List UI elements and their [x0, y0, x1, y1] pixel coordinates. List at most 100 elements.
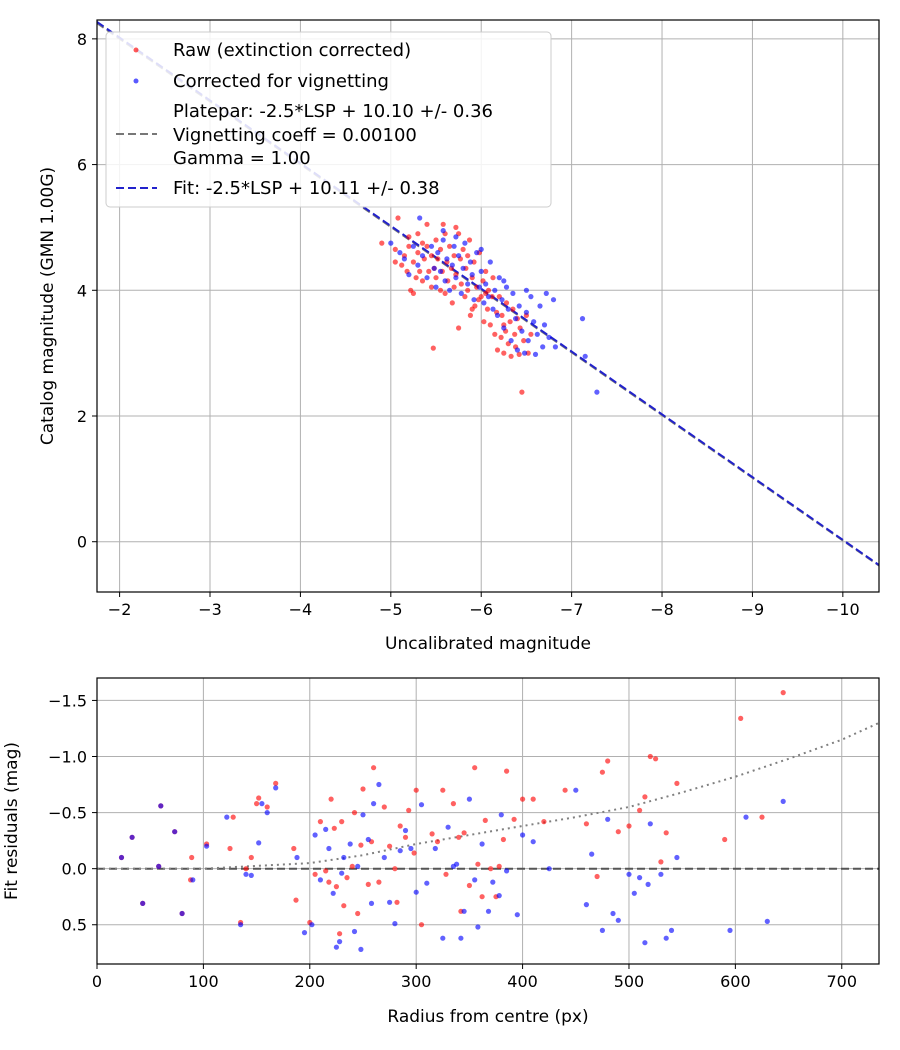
residuals-point [432, 845, 438, 852]
photometry-point [440, 228, 446, 234]
residuals-point [479, 841, 485, 847]
residuals-xtick-label: 300 [401, 972, 432, 991]
residuals-point [337, 931, 343, 937]
photometry-point [433, 284, 439, 290]
residuals-point [347, 841, 353, 847]
residuals-grid [96, 678, 879, 964]
photometry-point [458, 281, 464, 287]
residuals-point [344, 875, 350, 881]
photometry-xtick-label: −3 [198, 600, 222, 619]
residuals-point [397, 848, 403, 854]
residuals-point [488, 866, 494, 872]
residuals-point [381, 804, 387, 810]
photometry-point [424, 243, 430, 249]
residuals-point [450, 801, 456, 807]
residuals-point [371, 765, 377, 771]
photometry-point [410, 290, 416, 296]
photometry-point [494, 347, 501, 353]
residuals-point [631, 890, 637, 896]
residuals-point [454, 861, 460, 867]
residuals-point [365, 836, 371, 843]
residuals-point [339, 819, 345, 825]
residuals-point [301, 930, 308, 936]
photometry-point [471, 297, 477, 303]
residuals-point [392, 921, 398, 927]
residuals-point [424, 880, 430, 886]
residuals-point [764, 918, 770, 925]
residuals-point [376, 879, 382, 885]
photometry-point [430, 345, 436, 351]
photometry-point [523, 287, 530, 293]
residuals-point [156, 863, 162, 870]
residuals-point [273, 780, 279, 787]
residuals-point [668, 927, 675, 934]
residuals-point [259, 801, 265, 807]
photometry-point [474, 250, 480, 256]
residuals-point [317, 819, 323, 825]
residuals-point [337, 939, 343, 945]
residuals-point [429, 831, 435, 837]
photometry-point [424, 275, 430, 281]
photometry-ytick-label: 2 [77, 407, 87, 426]
photometry-point [449, 300, 455, 306]
residuals-point [408, 845, 414, 852]
photometry-xtick-label: −5 [379, 600, 403, 619]
photometry-point [471, 259, 477, 265]
residuals-point [583, 902, 590, 908]
residuals-point [323, 868, 329, 874]
photometry-point [431, 265, 437, 271]
residuals-xtick-label: 600 [720, 972, 751, 991]
photometry-point [433, 275, 439, 281]
residuals-point [328, 796, 334, 802]
photometry-point [419, 278, 426, 284]
residuals-point [413, 889, 419, 895]
photometry-point [496, 275, 502, 281]
photometry-point [453, 224, 459, 230]
photometry-point [534, 331, 540, 337]
residuals-xtick-label: 100 [188, 972, 219, 991]
photometry-point [399, 262, 405, 268]
photometry-point [444, 256, 450, 262]
photometry-point [392, 246, 398, 252]
residuals-point [230, 814, 236, 820]
photometry-point [532, 351, 539, 357]
photometry-ytick-label: 8 [77, 30, 87, 49]
photometry-point [410, 243, 416, 249]
photometry-point [537, 303, 543, 309]
residuals-point [490, 879, 496, 885]
photometry-point [415, 262, 421, 268]
residuals-series-corrected [118, 781, 786, 953]
residuals-point [238, 922, 244, 928]
residuals-point [530, 796, 536, 802]
legend-corrected-label: Corrected for vignetting [173, 71, 389, 92]
photometry-point [579, 316, 586, 322]
photometry-point [388, 240, 394, 246]
residuals-point [562, 787, 568, 793]
photometry-point [442, 278, 448, 284]
residuals-point [658, 871, 664, 877]
photometry-point [508, 338, 514, 344]
photometry-point [478, 268, 484, 274]
photometry-point [458, 290, 464, 296]
photometry-point [501, 325, 507, 331]
residuals-point [674, 854, 680, 861]
photometry-point [531, 319, 537, 325]
residuals-point [599, 927, 606, 934]
residuals-point [466, 882, 472, 889]
residuals-point [273, 785, 279, 791]
residuals-point [456, 834, 462, 840]
photometry-point [467, 312, 473, 318]
photometry-point [406, 234, 412, 240]
photometry-point [460, 265, 466, 271]
residuals-point [256, 840, 262, 846]
residuals-point [610, 910, 616, 917]
photometry-point [435, 256, 441, 262]
residuals-point [381, 854, 387, 861]
photometry-point [525, 350, 531, 356]
photometry-point [415, 231, 421, 237]
residuals-xtick-label: 400 [507, 972, 538, 991]
photometry-point [522, 350, 528, 356]
residuals-point [358, 842, 364, 848]
residuals-point [371, 801, 377, 807]
